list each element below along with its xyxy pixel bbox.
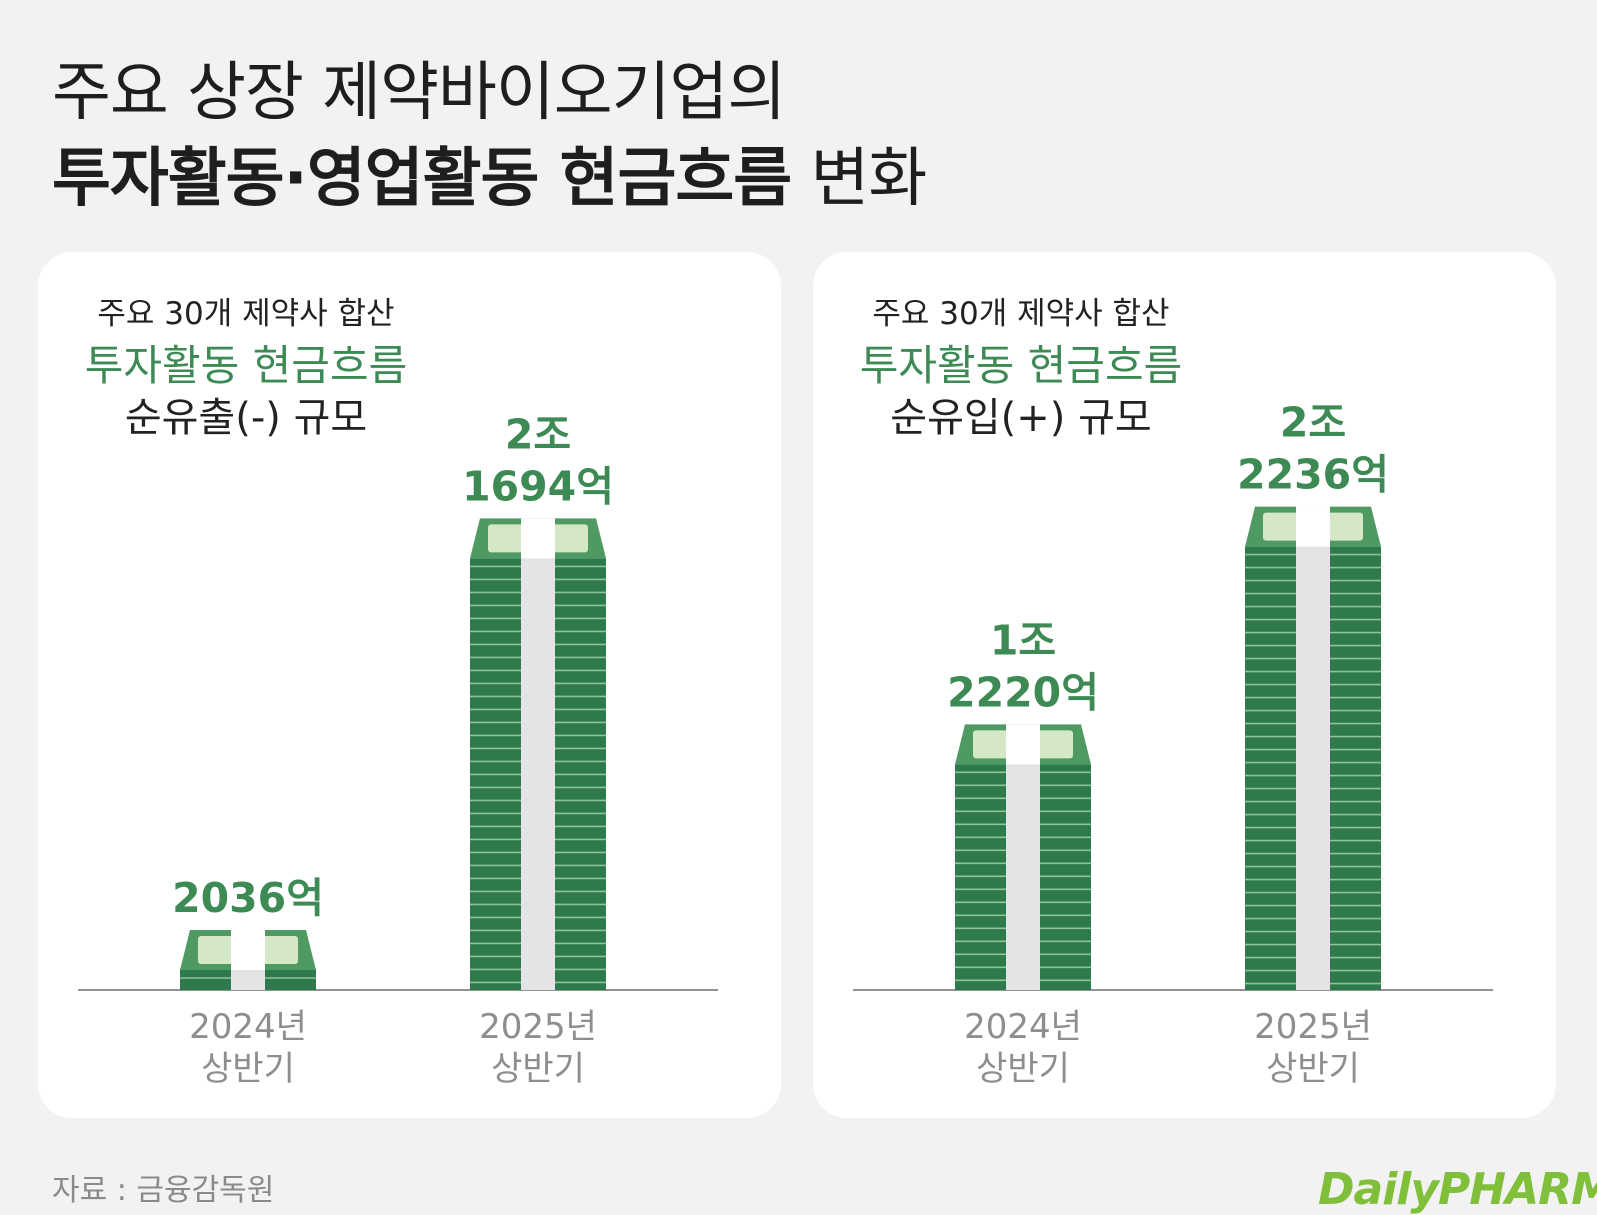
title-line-2: 투자활동·영업활동 현금흐름 변화 <box>52 136 928 222</box>
title-line-2-regular: 변화 <box>810 142 928 216</box>
panel-header-line-3: 순유입(+) 규모 <box>890 395 1152 441</box>
category-label: 상반기 <box>976 1049 1070 1089</box>
bar <box>1245 506 1381 990</box>
category-label: 상반기 <box>1266 1049 1360 1089</box>
category-label: 2024년 <box>964 1007 1082 1047</box>
paper-band-top <box>231 930 265 970</box>
category-label: 상반기 <box>491 1049 585 1089</box>
panel-header-line-2: 투자활동 현금흐름 <box>84 341 408 390</box>
paper-band <box>1006 724 1040 990</box>
paper-band-top <box>1006 724 1040 765</box>
value-label: 2036억 <box>172 874 324 922</box>
panel-header: 주요 30개 제약사 합산 투자활동 현금흐름 순유입(+) 규모 <box>851 288 1191 444</box>
chart-panel-operating-inflow: 주요 30개 제약사 합산 투자활동 현금흐름 순유입(+) 규모 1조 2220… <box>813 252 1556 1118</box>
paper-band-top <box>1296 506 1330 547</box>
panel-header: 주요 30개 제약사 합산 투자활동 현금흐름 순유출(-) 규모 <box>76 288 416 444</box>
paper-band-top <box>521 518 555 559</box>
title-line-1: 주요 상장 제약바이오기업의 <box>52 56 786 130</box>
logo-text: DailyPHARM <box>1318 1164 1597 1215</box>
dailypharm-logo: DailyPHARM <box>1318 1164 1597 1215</box>
bar <box>955 724 1091 990</box>
panel-header-line-1: 주요 30개 제약사 합산 <box>872 296 1170 332</box>
paper-band <box>521 518 555 990</box>
source-note: 자료 : 금융감독원 <box>52 1173 275 1208</box>
value-label: 2236억 <box>1237 451 1389 499</box>
value-label: 1조 <box>990 616 1056 664</box>
category-label: 2025년 <box>1254 1007 1372 1047</box>
category-label: 2024년 <box>189 1007 307 1047</box>
panel-header-line-3: 순유출(-) 규모 <box>124 395 368 441</box>
category-label: 상반기 <box>201 1049 295 1089</box>
bar <box>180 930 316 990</box>
value-label: 2조 <box>505 410 571 458</box>
panel-header-line-1: 주요 30개 제약사 합산 <box>97 296 395 332</box>
value-label: 2220억 <box>947 668 1099 716</box>
category-label: 2025년 <box>479 1007 597 1047</box>
title-line-2-bold: 투자활동·영업활동 현금흐름 <box>52 142 792 216</box>
value-label: 2조 <box>1280 399 1346 447</box>
bar <box>470 518 606 990</box>
panel-header-line-2: 투자활동 현금흐름 <box>859 341 1183 390</box>
value-label: 1694억 <box>462 462 614 510</box>
paper-band <box>1296 506 1330 990</box>
page-title: 주요 상장 제약바이오기업의 투자활동·영업활동 현금흐름 변화 <box>52 50 928 222</box>
